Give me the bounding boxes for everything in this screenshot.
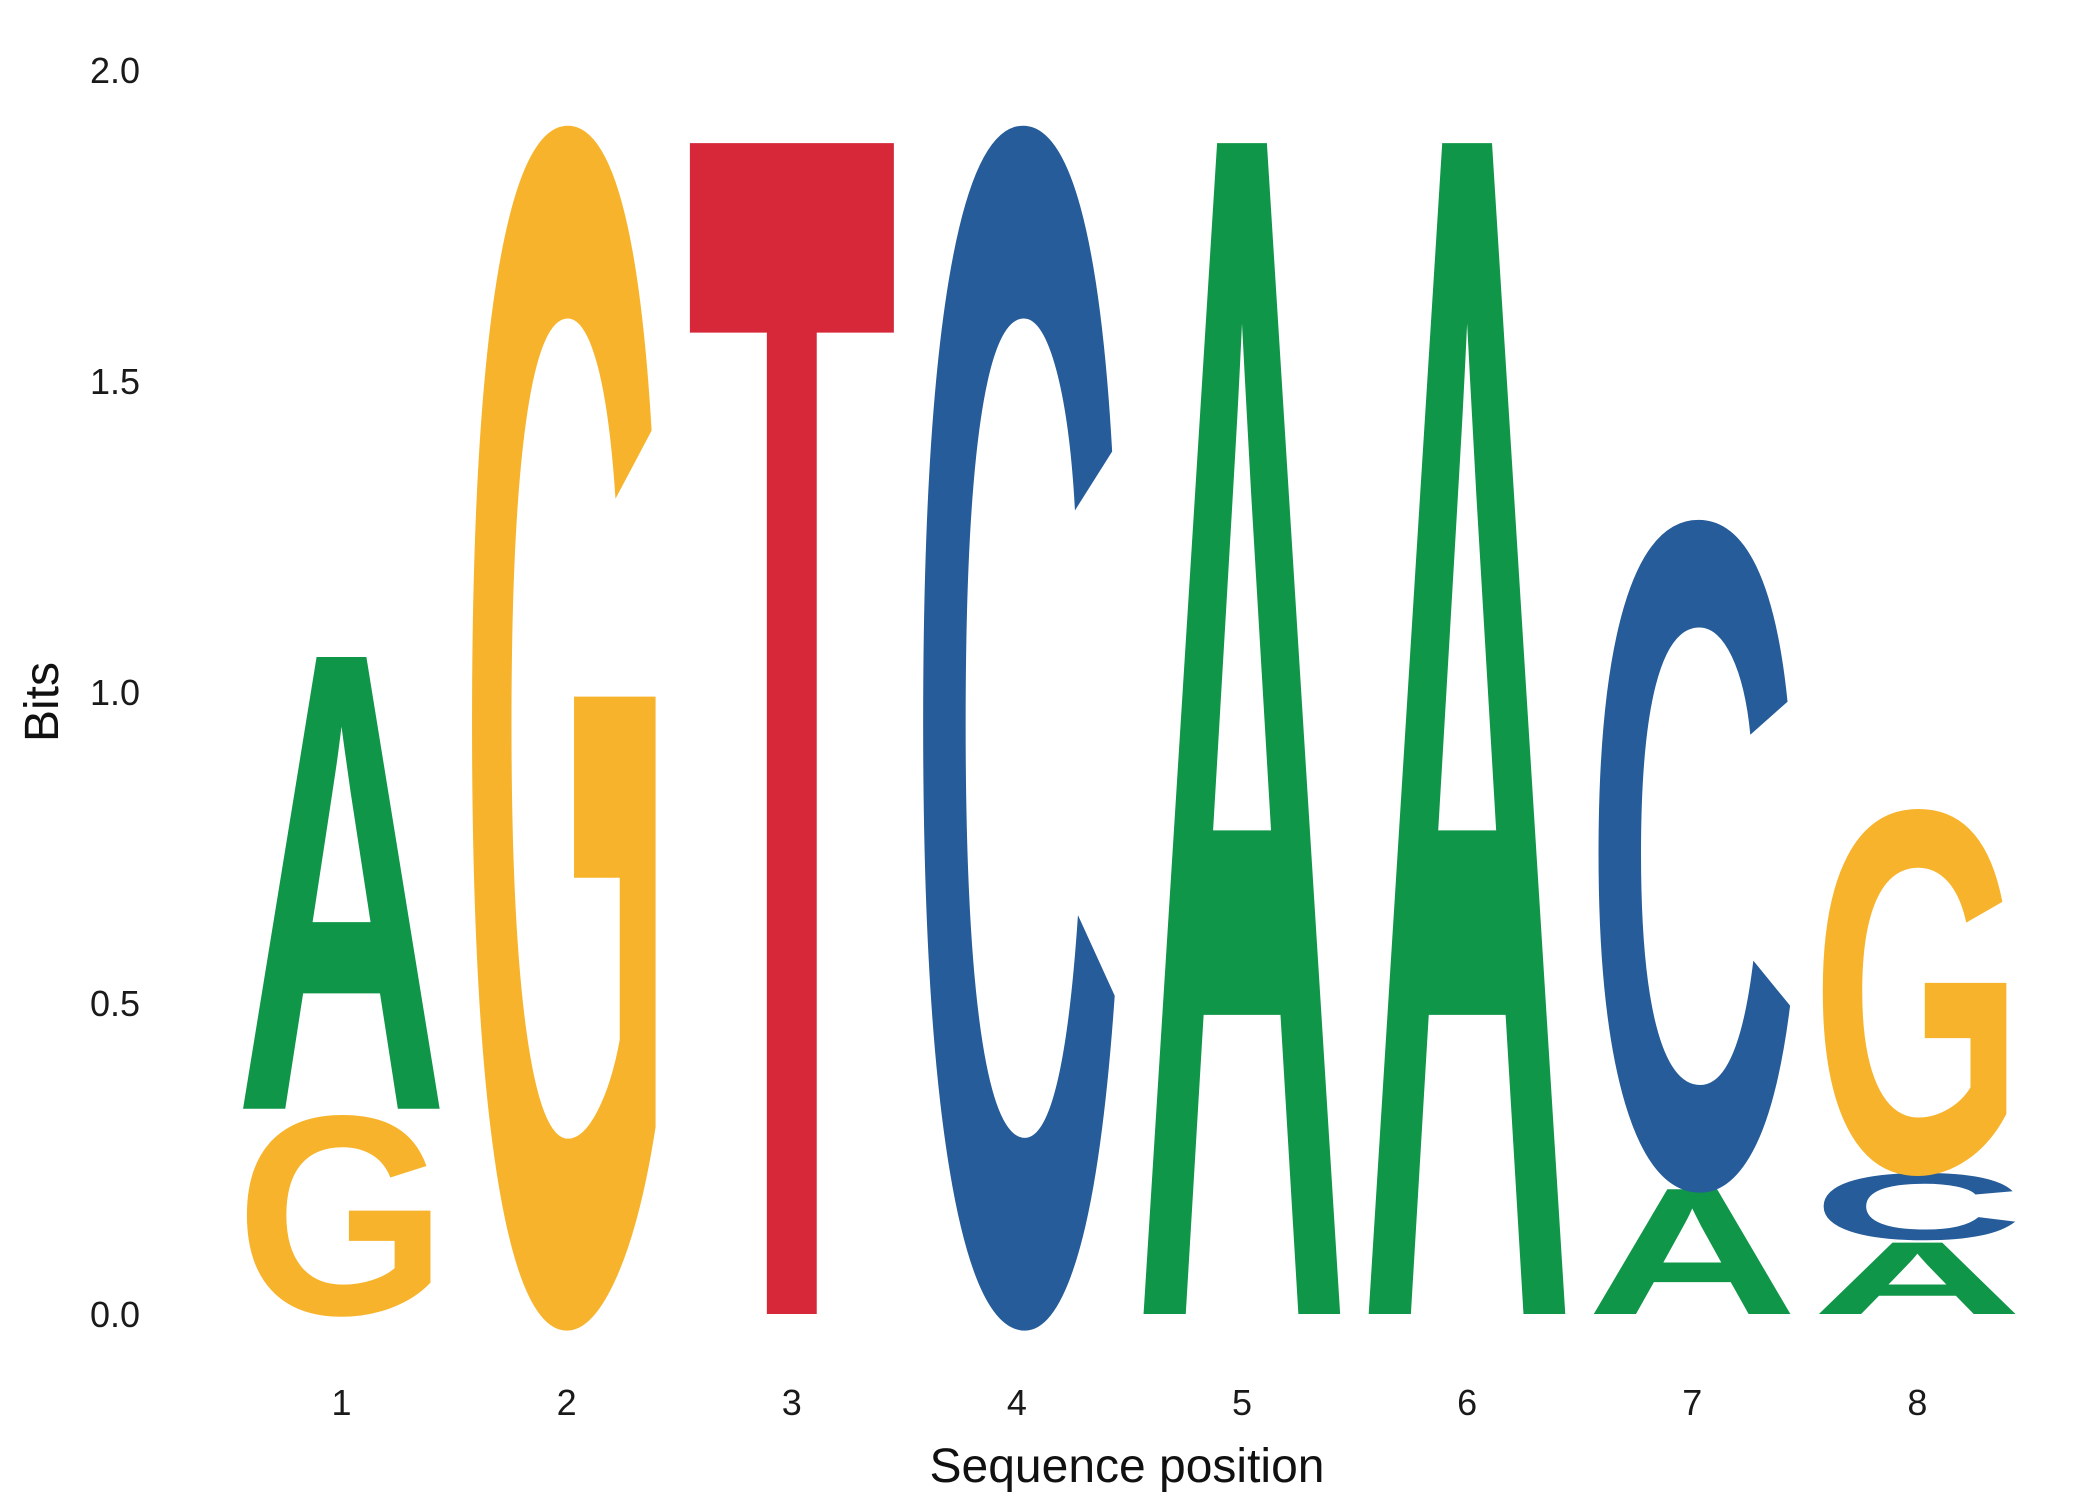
y-tick-label: 0.0 bbox=[90, 1294, 140, 1335]
x-tick-label: 5 bbox=[1232, 1382, 1252, 1423]
x-tick-label: 7 bbox=[1682, 1382, 1702, 1423]
logo-letter-g: G bbox=[1812, 701, 2024, 1281]
logo-letters: GA G T C A A AC ACG bbox=[236, 0, 2023, 1500]
logo-letter-c: C bbox=[1812, 1154, 2024, 1260]
x-tick-label: 4 bbox=[1007, 1382, 1027, 1423]
logo-letter-c: C bbox=[1587, 324, 1799, 1386]
x-axis-ticks: 1 2 3 4 5 6 7 8 bbox=[332, 1382, 1928, 1423]
x-tick-label: 2 bbox=[557, 1382, 577, 1423]
logo-letter-a: A bbox=[1361, 0, 1573, 1500]
y-tick-label: 1.5 bbox=[90, 361, 140, 402]
y-axis-title: Bits bbox=[16, 662, 69, 742]
logo-letter-a: A bbox=[1136, 0, 1348, 1500]
logo-letter-a: A bbox=[1587, 1149, 1799, 1352]
y-tick-label: 1.0 bbox=[90, 672, 140, 713]
logo-letter-g: G bbox=[236, 1057, 448, 1375]
logo-letter-g: G bbox=[461, 0, 673, 1500]
x-tick-label: 3 bbox=[782, 1382, 802, 1423]
logo-letter-t: T bbox=[686, 0, 898, 1500]
logo-letter-c: C bbox=[911, 0, 1123, 1500]
x-tick-label: 6 bbox=[1457, 1382, 1477, 1423]
y-tick-label: 2.0 bbox=[90, 50, 140, 91]
y-axis-ticks: 0.0 0.5 1.0 1.5 2.0 bbox=[90, 50, 140, 1335]
logo-letter-a: A bbox=[236, 515, 448, 1249]
logo-letter-a: A bbox=[1812, 1220, 2024, 1336]
x-tick-label: 1 bbox=[332, 1382, 352, 1423]
x-tick-label: 8 bbox=[1907, 1382, 1927, 1423]
y-tick-label: 0.5 bbox=[90, 983, 140, 1024]
x-axis-title: Sequence position bbox=[930, 1440, 1325, 1493]
